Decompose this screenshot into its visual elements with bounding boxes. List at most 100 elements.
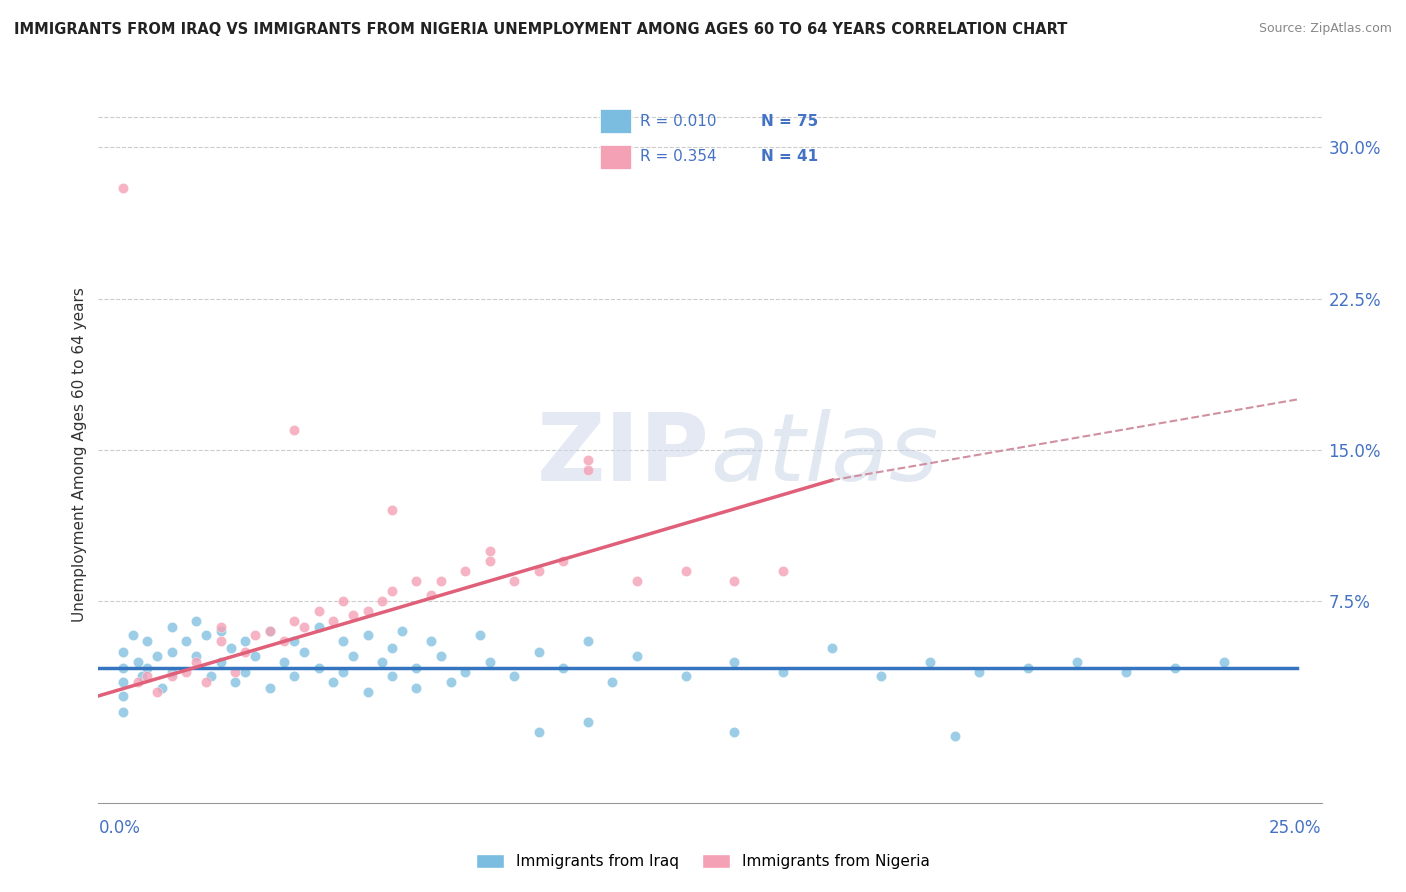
Point xyxy=(381,640,404,655)
Point xyxy=(259,624,281,639)
Point xyxy=(186,615,208,629)
Text: 0.0%: 0.0% xyxy=(98,819,141,837)
Point xyxy=(626,574,648,588)
Point xyxy=(454,665,477,679)
Point xyxy=(127,674,149,689)
Point xyxy=(131,669,153,683)
Point xyxy=(150,681,173,695)
Text: R = 0.010: R = 0.010 xyxy=(640,114,717,129)
Point xyxy=(430,574,453,588)
Point xyxy=(200,669,222,683)
Point xyxy=(1212,655,1234,669)
Point xyxy=(356,604,378,618)
Point xyxy=(283,669,305,683)
Point xyxy=(146,685,169,699)
Point xyxy=(478,655,501,669)
Point xyxy=(233,644,256,658)
Point xyxy=(160,669,183,683)
Point xyxy=(342,608,364,623)
Point xyxy=(195,674,218,689)
Bar xyxy=(600,145,631,169)
Point xyxy=(176,665,198,679)
Text: atlas: atlas xyxy=(710,409,938,500)
Point xyxy=(219,640,242,655)
Point xyxy=(186,655,208,669)
Point xyxy=(576,715,599,730)
Point xyxy=(111,689,134,703)
Point xyxy=(967,665,990,679)
Point xyxy=(527,725,550,739)
Point xyxy=(391,624,413,639)
Point xyxy=(675,669,697,683)
Point xyxy=(675,564,697,578)
Point xyxy=(943,729,966,743)
Point xyxy=(454,564,477,578)
Point xyxy=(195,628,218,642)
Point xyxy=(405,574,427,588)
Text: R = 0.354: R = 0.354 xyxy=(640,149,717,164)
Point xyxy=(111,661,134,675)
Point xyxy=(292,644,315,658)
Point xyxy=(160,665,183,679)
Point xyxy=(503,574,526,588)
Point xyxy=(576,634,599,648)
Point xyxy=(405,681,427,695)
Text: 25.0%: 25.0% xyxy=(1270,819,1322,837)
Point xyxy=(503,669,526,683)
Point xyxy=(920,655,942,669)
Point xyxy=(420,588,443,602)
Point xyxy=(723,655,745,669)
Point xyxy=(723,574,745,588)
Y-axis label: Unemployment Among Ages 60 to 64 years: Unemployment Among Ages 60 to 64 years xyxy=(72,287,87,623)
Point xyxy=(440,674,463,689)
Point xyxy=(308,620,330,634)
Point xyxy=(127,655,149,669)
Point xyxy=(356,685,378,699)
Point xyxy=(381,584,404,599)
Point xyxy=(322,674,344,689)
Point xyxy=(136,669,159,683)
Point xyxy=(160,644,183,658)
Point xyxy=(292,620,315,634)
Point xyxy=(160,620,183,634)
Point xyxy=(723,725,745,739)
Text: IMMIGRANTS FROM IRAQ VS IMMIGRANTS FROM NIGERIA UNEMPLOYMENT AMONG AGES 60 TO 64: IMMIGRANTS FROM IRAQ VS IMMIGRANTS FROM … xyxy=(14,22,1067,37)
Text: Source: ZipAtlas.com: Source: ZipAtlas.com xyxy=(1258,22,1392,36)
Text: N = 41: N = 41 xyxy=(761,149,818,164)
Point xyxy=(405,661,427,675)
Point xyxy=(243,648,266,663)
Point xyxy=(1164,661,1187,675)
Point xyxy=(1115,665,1137,679)
Point xyxy=(527,564,550,578)
Point xyxy=(356,628,378,642)
Point xyxy=(371,655,394,669)
Point xyxy=(111,705,134,719)
Point xyxy=(322,615,344,629)
Point xyxy=(478,543,501,558)
Point xyxy=(283,423,305,437)
Point xyxy=(273,634,295,648)
Point xyxy=(870,669,893,683)
Point xyxy=(821,640,844,655)
Point xyxy=(111,180,134,194)
Point xyxy=(176,634,198,648)
Point xyxy=(478,554,501,568)
Point xyxy=(186,648,208,663)
Point xyxy=(209,620,232,634)
Point xyxy=(371,594,394,608)
Point xyxy=(224,665,246,679)
Point xyxy=(209,624,232,639)
Point xyxy=(430,648,453,663)
Point xyxy=(259,624,281,639)
Point xyxy=(600,674,623,689)
Point xyxy=(209,655,232,669)
Point xyxy=(283,634,305,648)
Bar xyxy=(600,110,631,134)
Point xyxy=(576,463,599,477)
Point xyxy=(136,634,159,648)
Legend: Immigrants from Iraq, Immigrants from Nigeria: Immigrants from Iraq, Immigrants from Ni… xyxy=(470,848,936,875)
Point xyxy=(332,665,354,679)
Point xyxy=(553,554,575,568)
Point xyxy=(273,655,295,669)
Point xyxy=(111,644,134,658)
